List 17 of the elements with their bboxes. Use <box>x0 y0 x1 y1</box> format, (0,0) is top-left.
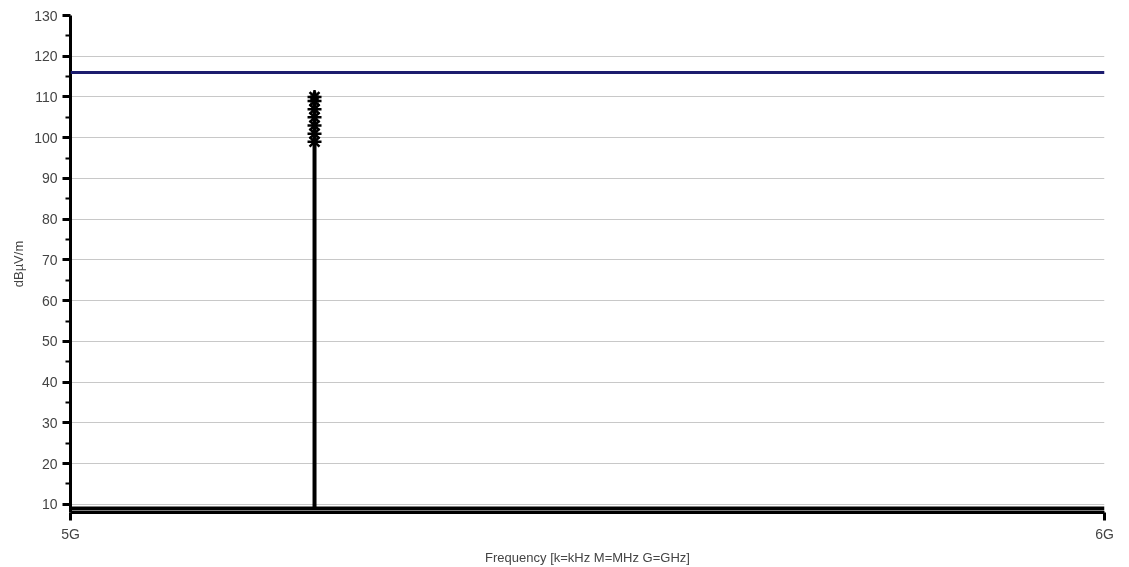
y-tick-label: 90 <box>41 170 58 187</box>
y-tick-label: 30 <box>41 414 58 431</box>
y-tick-label: 80 <box>41 211 58 228</box>
y-tick-label: 120 <box>34 48 58 65</box>
y-tick-label: 110 <box>35 88 58 105</box>
y-axis-title: dBµV/m <box>11 240 27 288</box>
x-tick-label: 6G <box>1095 525 1114 542</box>
y-tick-label: 50 <box>41 333 58 350</box>
y-tick-label: 130 <box>34 7 58 24</box>
y-tick-label: 10 <box>41 496 58 513</box>
x-axis-title: Frequency [k=kHz M=MHz G=GHz] <box>485 549 690 565</box>
x-tick-label: 5G <box>61 525 80 542</box>
y-tick-label: 70 <box>41 251 58 268</box>
y-tick-label: 40 <box>41 374 58 391</box>
y-tick-label: 100 <box>34 129 58 146</box>
y-tick-label: 20 <box>41 455 58 472</box>
y-tick-label: 60 <box>41 292 58 309</box>
